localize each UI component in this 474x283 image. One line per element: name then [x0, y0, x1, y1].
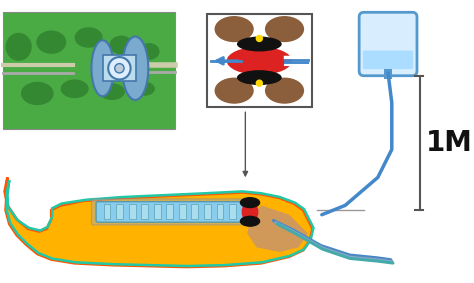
Ellipse shape [240, 216, 260, 227]
Ellipse shape [215, 16, 254, 42]
Circle shape [255, 35, 263, 42]
Bar [384, 69, 392, 79]
Bar [141, 204, 148, 219]
Ellipse shape [61, 80, 89, 98]
FancyBboxPatch shape [96, 202, 249, 222]
FancyBboxPatch shape [363, 51, 413, 69]
Bar [102, 55, 136, 81]
Ellipse shape [122, 37, 148, 100]
Ellipse shape [74, 27, 102, 48]
Ellipse shape [139, 43, 160, 60]
Bar [116, 204, 123, 219]
Ellipse shape [134, 82, 155, 96]
Ellipse shape [99, 83, 125, 100]
Bar [154, 204, 161, 219]
FancyBboxPatch shape [91, 199, 254, 225]
FancyBboxPatch shape [359, 12, 417, 76]
Bar [229, 204, 236, 219]
Ellipse shape [265, 16, 304, 42]
Ellipse shape [6, 33, 32, 61]
Ellipse shape [237, 70, 282, 85]
Bar [128, 204, 136, 219]
Bar [166, 204, 173, 219]
Ellipse shape [109, 36, 133, 54]
Ellipse shape [242, 201, 258, 223]
Ellipse shape [21, 82, 54, 105]
Circle shape [115, 64, 124, 73]
Circle shape [108, 57, 131, 80]
Ellipse shape [237, 37, 282, 52]
FancyBboxPatch shape [3, 12, 175, 129]
Bar [217, 204, 223, 219]
Polygon shape [247, 205, 308, 252]
Ellipse shape [227, 47, 292, 75]
Bar [204, 204, 211, 219]
FancyBboxPatch shape [207, 14, 311, 108]
Ellipse shape [36, 31, 66, 54]
Bar [179, 204, 186, 219]
Ellipse shape [240, 197, 260, 208]
Circle shape [255, 80, 263, 87]
Ellipse shape [215, 78, 254, 104]
Text: 1M: 1M [425, 129, 472, 157]
Ellipse shape [265, 78, 304, 104]
Ellipse shape [91, 40, 114, 96]
Bar [191, 204, 198, 219]
Polygon shape [5, 177, 312, 267]
Bar [103, 204, 110, 219]
